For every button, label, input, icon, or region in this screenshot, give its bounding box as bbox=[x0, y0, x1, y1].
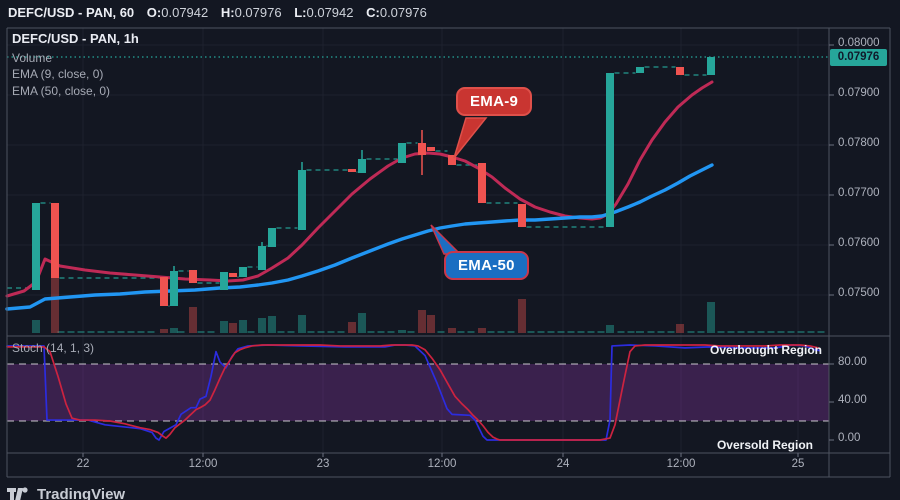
legend-ema50[interactable]: EMA (50, close, 0) bbox=[12, 83, 111, 98]
ema9-callout-badge[interactable]: EMA-9 bbox=[456, 87, 533, 116]
oversold-region-label: Oversold Region bbox=[716, 438, 813, 452]
time-tick: 12:00 bbox=[427, 458, 457, 470]
ohlc-open: O:0.07942 bbox=[146, 5, 209, 20]
price-tick: 0.07700 bbox=[838, 187, 880, 199]
symbol-header: DEFC/USD - PAN, 60 O:0.07942 H:0.07976 L… bbox=[8, 5, 427, 20]
time-tick: 24 bbox=[556, 458, 570, 470]
overbought-region-label: Overbought Region bbox=[710, 343, 822, 357]
legend-symbol[interactable]: DEFC/USD - PAN, 1h bbox=[12, 31, 139, 46]
price-tick: 0.07500 bbox=[838, 287, 880, 299]
stoch-tick: 0.00 bbox=[838, 432, 861, 444]
last-price-badge: 0.07976 bbox=[830, 49, 887, 66]
price-tick: 0.07900 bbox=[838, 87, 880, 99]
ema50-callout-badge[interactable]: EMA-50 bbox=[444, 251, 529, 280]
symbol-title: DEFC/USD - PAN, 60 bbox=[8, 5, 135, 20]
legend-ema9[interactable]: EMA (9, close, 0) bbox=[12, 67, 104, 81]
chart-legend: DEFC/USD - PAN, 1h Volume EMA (9, close,… bbox=[12, 31, 139, 99]
ohlc-close: C:0.07976 bbox=[366, 5, 427, 20]
tradingview-logo-text: TradingView bbox=[37, 486, 126, 500]
stoch-indicator-label[interactable]: Stoch (14, 1, 3) bbox=[12, 341, 95, 355]
tradingview-logo-icon bbox=[7, 487, 28, 500]
ohlc-low: L:0.07942 bbox=[294, 5, 354, 20]
time-tick: 22 bbox=[76, 458, 90, 470]
time-tick: 23 bbox=[316, 458, 330, 470]
ohlc-high: H:0.07976 bbox=[220, 5, 282, 20]
price-tick: 0.07600 bbox=[838, 237, 880, 249]
stoch-tick: 40.00 bbox=[838, 394, 867, 406]
price-tick: 0.07800 bbox=[838, 137, 880, 149]
tradingview-logo[interactable]: TradingView bbox=[7, 486, 125, 500]
time-tick: 12:00 bbox=[188, 458, 218, 470]
price-tick: 0.08000 bbox=[838, 37, 880, 49]
time-tick: 25 bbox=[791, 458, 805, 470]
legend-volume[interactable]: Volume bbox=[12, 50, 53, 65]
stoch-tick: 80.00 bbox=[838, 356, 867, 368]
time-tick: 12:00 bbox=[666, 458, 696, 470]
